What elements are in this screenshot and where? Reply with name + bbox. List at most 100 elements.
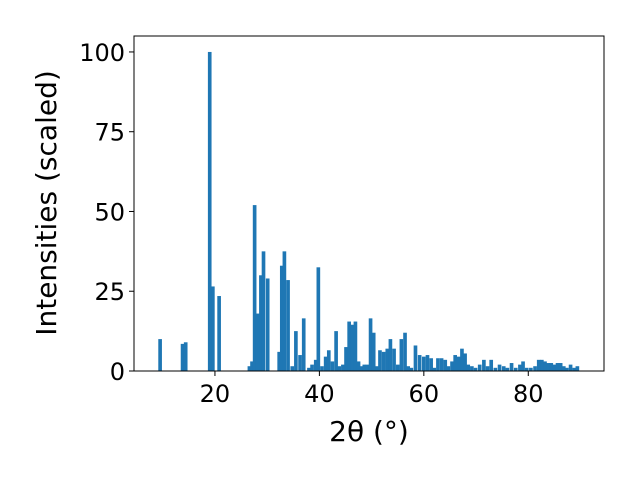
bar xyxy=(409,367,414,371)
bar xyxy=(334,331,338,371)
bar xyxy=(540,359,544,371)
bar xyxy=(316,267,321,371)
bar xyxy=(501,366,506,371)
bar xyxy=(290,366,295,371)
bar xyxy=(320,366,324,371)
bar xyxy=(294,331,298,371)
bar xyxy=(347,321,351,371)
y-axis-ticks: 0 25 50 75 100 xyxy=(79,39,134,386)
bar xyxy=(432,367,437,371)
x-tick-label: 60 xyxy=(409,380,440,408)
bar xyxy=(365,364,370,371)
bar xyxy=(443,359,448,371)
y-tick-label: 50 xyxy=(94,198,125,226)
bar xyxy=(286,280,290,371)
bar xyxy=(353,321,358,371)
x-tick-label: 20 xyxy=(200,380,231,408)
bar xyxy=(217,296,221,371)
x-axis-label: 2θ (°) xyxy=(329,415,409,448)
bar xyxy=(183,342,188,371)
bar xyxy=(477,364,482,371)
bar xyxy=(371,332,376,371)
bar xyxy=(575,366,580,371)
bar xyxy=(399,339,404,371)
bar xyxy=(180,343,185,371)
bar xyxy=(549,363,554,371)
bar xyxy=(259,275,263,371)
bar xyxy=(261,251,266,371)
bar xyxy=(350,324,355,371)
bar xyxy=(524,367,529,371)
bar xyxy=(513,367,518,371)
bar xyxy=(568,364,573,371)
bar xyxy=(446,366,451,371)
bar xyxy=(463,353,467,371)
bar xyxy=(565,367,569,371)
bar xyxy=(470,366,474,371)
bar xyxy=(509,363,514,371)
bars-group xyxy=(158,51,580,371)
y-axis-label: Intensities (scaled) xyxy=(30,70,63,336)
bar xyxy=(489,359,494,371)
bar xyxy=(439,358,444,371)
bar xyxy=(536,359,541,371)
bar xyxy=(356,361,361,371)
y-tick-label: 100 xyxy=(79,39,125,67)
bar xyxy=(572,367,577,371)
bar xyxy=(552,364,557,371)
y-tick-label: 0 xyxy=(110,358,125,386)
bar xyxy=(388,339,393,371)
bar xyxy=(482,359,486,371)
bar xyxy=(533,366,537,371)
bar xyxy=(326,350,331,371)
bar xyxy=(425,355,430,371)
bar xyxy=(485,366,490,371)
bar xyxy=(546,363,550,371)
bar xyxy=(450,361,454,371)
plot-area-frame xyxy=(133,35,605,372)
bar xyxy=(497,364,502,371)
bar xyxy=(362,364,367,371)
bar xyxy=(422,356,426,371)
bar xyxy=(298,355,302,371)
bar xyxy=(255,313,260,371)
bar xyxy=(359,366,363,371)
bar xyxy=(341,364,345,371)
bar xyxy=(381,351,386,371)
bar xyxy=(555,363,560,371)
bar xyxy=(158,339,162,371)
bar xyxy=(307,367,311,371)
bar xyxy=(392,348,396,371)
bar xyxy=(313,359,318,371)
bar xyxy=(456,356,461,371)
bar xyxy=(558,363,563,371)
bar xyxy=(378,350,382,371)
bar xyxy=(417,355,422,371)
bar xyxy=(252,205,257,371)
bar xyxy=(406,366,410,371)
bar xyxy=(395,364,400,371)
bar xyxy=(436,358,440,371)
bar xyxy=(543,361,547,371)
y-tick-label: 75 xyxy=(94,119,125,147)
bar xyxy=(413,345,418,371)
bar xyxy=(247,366,252,371)
bar xyxy=(279,265,284,371)
bar xyxy=(301,318,306,371)
bar xyxy=(250,361,254,371)
bar xyxy=(493,367,498,371)
bar xyxy=(207,51,212,371)
bar xyxy=(505,367,510,371)
y-tick-label: 25 xyxy=(94,278,125,306)
bar xyxy=(282,251,287,371)
bar xyxy=(453,355,457,371)
bar xyxy=(330,361,335,371)
bar xyxy=(561,366,566,371)
bar xyxy=(337,366,342,371)
bar xyxy=(310,364,314,371)
x-tick-label: 40 xyxy=(304,380,335,408)
bar xyxy=(473,367,478,371)
x-axis-ticks: 20 40 60 80 xyxy=(200,371,544,408)
bar xyxy=(429,358,433,371)
